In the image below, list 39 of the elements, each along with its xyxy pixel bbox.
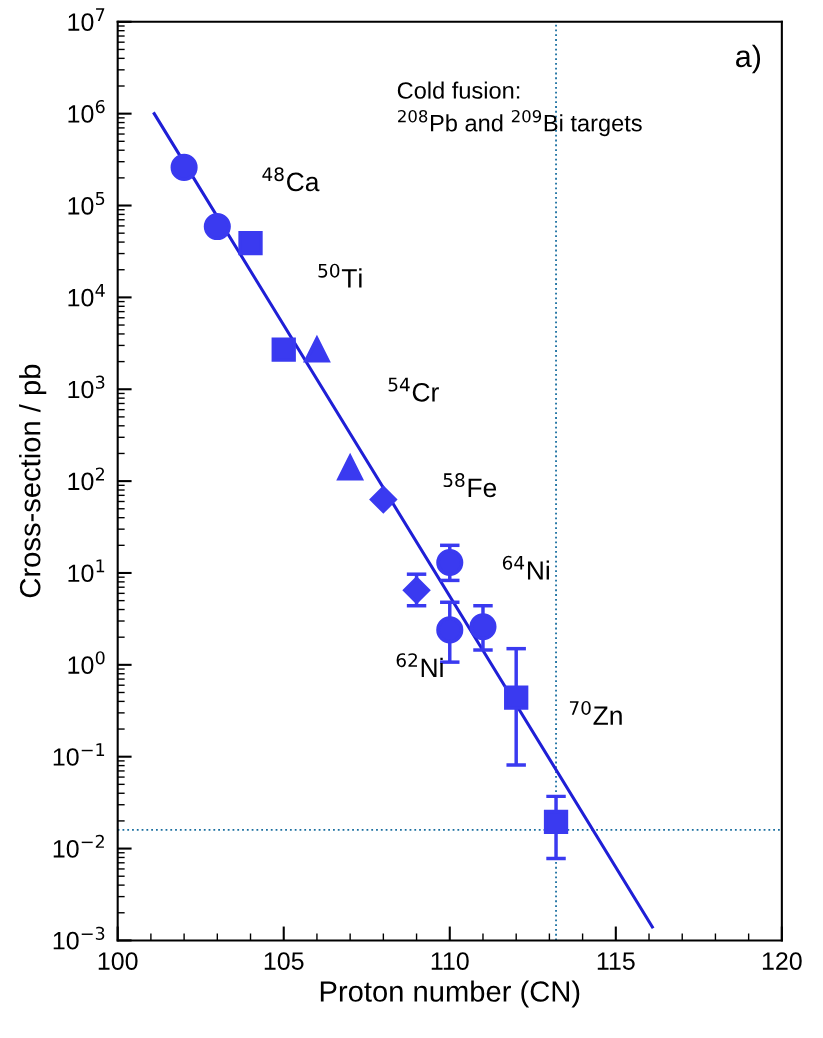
- annotation: $^{58}$Fe: [443, 473, 497, 498]
- y-tick-label: 10$^{5}$: [68, 192, 105, 215]
- x-tick-label: 100: [98, 952, 138, 970]
- y-tick-label: 10$^{0}$: [68, 651, 105, 674]
- y-tick-label: 10$^{−3}$: [53, 926, 105, 950]
- point: [203, 213, 231, 241]
- x-tick-label: 115: [597, 952, 635, 970]
- point: [436, 616, 464, 644]
- point: [336, 452, 364, 481]
- x-tick-label: 110: [431, 952, 469, 970]
- y-tick-label: 10$^{1}$: [68, 559, 105, 583]
- annotation: $^{62}$Ni: [396, 653, 443, 677]
- point: [170, 153, 198, 181]
- x-axis-title: Proton number (CN): [320, 980, 580, 1008]
- y-axis-title: Cross-section / pb: [19, 364, 47, 598]
- annotation: Cold fusion: $^{208}$Pb and $^{209}$Bi targets: [397, 81, 642, 137]
- point: [504, 685, 529, 710]
- point: [369, 486, 397, 514]
- point: [238, 230, 263, 256]
- y-tick-label: 10$^{−2}$: [53, 834, 104, 858]
- point: [303, 334, 331, 363]
- x-tick-label: 120: [762, 952, 802, 970]
- annotation: $^{50}$Ti: [318, 263, 362, 288]
- point: [436, 548, 464, 577]
- point: [543, 809, 569, 835]
- y-tick-label: 10$^{−1}$: [53, 743, 105, 766]
- y-tick-label: 10$^{3}$: [68, 375, 105, 399]
- annotation: $^{70}$Zn: [569, 700, 622, 725]
- annotation: a): [736, 44, 761, 74]
- point: [469, 613, 497, 641]
- x-tick-label: 105: [264, 952, 304, 970]
- annotation: $^{64}$Ni: [502, 555, 549, 580]
- annotation: $^{48}$Ca: [262, 167, 320, 192]
- y-tick-label: 10$^{4}$: [68, 283, 105, 307]
- annotation: $^{54}$Cr: [388, 377, 439, 402]
- y-tick-label: 10$^{2}$: [68, 467, 105, 491]
- y-tick-label: 10$^{6}$: [68, 99, 105, 123]
- point: [271, 337, 296, 362]
- y-tick-label: 10$^{7}$: [68, 8, 105, 31]
